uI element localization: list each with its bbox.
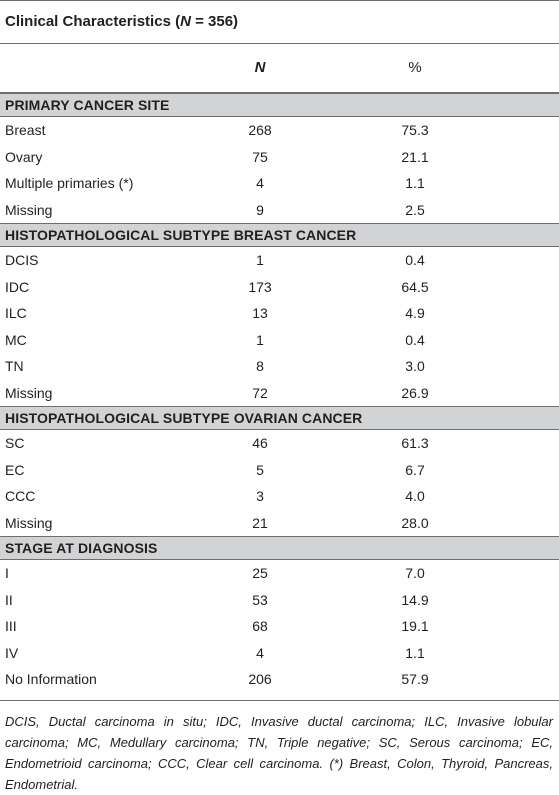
row-label: CCC: [5, 488, 36, 504]
title-suffix: = 356): [190, 13, 239, 30]
row-label: II: [5, 591, 13, 608]
table-row: IDC 173 64.5: [0, 274, 559, 301]
row-label: Ovary: [5, 148, 43, 165]
row-percent-value: 3.0: [405, 358, 425, 374]
column-header-percent: %: [408, 59, 422, 76]
row-n-value: 5: [256, 461, 264, 478]
row-label: No Information: [5, 671, 97, 687]
section-heading: HISTOPATHOLOGICAL SUBTYPE BREAST CANCER: [5, 227, 357, 243]
row-n-value: 53: [252, 591, 268, 608]
row-n-value: 72: [252, 384, 268, 401]
row-percent-value: 0.4: [405, 331, 425, 348]
row-percent-value: 21.1: [401, 148, 429, 165]
row-n-value: 3: [256, 488, 264, 504]
table-row: I 25 7.0: [0, 560, 559, 587]
row-percent-value: 4.9: [405, 305, 425, 321]
row-n-value: 1: [256, 252, 264, 268]
table-row: TN 8 3.0: [0, 353, 559, 380]
table-row: Multiple primaries (*) 4 1.1: [0, 170, 559, 197]
table-row: ILC 13 4.9: [0, 300, 559, 327]
table-title-row: Clinical Characteristics (N = 356): [0, 0, 559, 44]
table-row: SC 46 61.3: [0, 430, 559, 457]
section-heading-row: STAGE AT DIAGNOSIS: [0, 536, 559, 560]
table-row: DCIS 1 0.4: [0, 247, 559, 274]
table-row: Ovary 75 21.1: [0, 144, 559, 171]
section-heading-row: HISTOPATHOLOGICAL SUBTYPE BREAST CANCER: [0, 223, 559, 247]
row-percent-value: 61.3: [401, 435, 429, 451]
table-row: Missing 9 2.5: [0, 197, 559, 224]
row-percent-value: 14.9: [401, 591, 429, 608]
row-label: IV: [5, 644, 19, 661]
section-heading-row: HISTOPATHOLOGICAL SUBTYPE OVARIAN CANCER: [0, 406, 559, 430]
column-header-row: N %: [0, 44, 559, 93]
row-label: TN: [5, 358, 24, 374]
row-n-value: 68: [252, 618, 268, 634]
table-bottom-rule: [0, 700, 559, 701]
row-label: IDC: [5, 278, 30, 295]
row-n-value: 206: [248, 671, 272, 687]
section-heading: HISTOPATHOLOGICAL SUBTYPE OVARIAN CANCER: [5, 410, 363, 426]
row-percent-value: 26.9: [401, 384, 429, 401]
row-percent-value: 64.5: [401, 278, 429, 295]
title-prefix: Clinical Characteristics (: [5, 13, 181, 30]
row-n-value: 13: [252, 305, 268, 321]
row-n-value: 25: [252, 565, 268, 581]
table-row: II 53 14.9: [0, 587, 559, 614]
row-percent-value: 75.3: [401, 122, 429, 138]
table-title: Clinical Characteristics (N = 356): [5, 13, 238, 30]
row-percent-value: 1.1: [405, 175, 425, 191]
row-label: Missing: [5, 201, 53, 218]
row-n-value: 268: [248, 122, 272, 138]
row-n-value: 21: [252, 514, 268, 531]
row-n-value: 75: [252, 148, 268, 165]
row-label: Breast: [5, 122, 46, 138]
row-percent-value: 1.1: [405, 644, 425, 661]
row-percent-value: 7.0: [405, 565, 425, 581]
row-n-value: 4: [256, 644, 264, 661]
row-percent-value: 57.9: [401, 671, 429, 687]
row-label: ILC: [5, 305, 27, 321]
row-label: Missing: [5, 384, 53, 401]
table-row: III 68 19.1: [0, 613, 559, 640]
title-n: N: [180, 13, 191, 30]
row-label: DCIS: [5, 252, 39, 268]
row-n-value: 46: [252, 435, 268, 451]
section-heading: PRIMARY CANCER SITE: [5, 97, 170, 113]
section-heading-row: PRIMARY CANCER SITE: [0, 93, 559, 117]
table-row: EC 5 6.7: [0, 457, 559, 484]
table-row: MC 1 0.4: [0, 327, 559, 354]
table-row: Missing 72 26.9: [0, 380, 559, 407]
row-percent-value: 0.4: [405, 252, 425, 268]
table-row: CCC 3 4.0: [0, 483, 559, 510]
row-label: EC: [5, 461, 25, 478]
table-row: No Information 206 57.9: [0, 666, 559, 693]
row-percent-value: 6.7: [405, 461, 425, 478]
section-heading: STAGE AT DIAGNOSIS: [5, 540, 158, 556]
row-label: Multiple primaries (*): [5, 175, 134, 191]
row-label: MC: [5, 331, 27, 348]
row-percent-value: 4.0: [405, 488, 425, 504]
row-label: I: [5, 565, 9, 581]
row-label: SC: [5, 435, 25, 451]
row-percent-value: 2.5: [405, 201, 425, 218]
row-n-value: 1: [256, 331, 264, 348]
row-label: Missing: [5, 514, 53, 531]
column-header-n: N: [254, 59, 266, 76]
row-n-value: 9: [256, 201, 264, 218]
row-label: III: [5, 618, 17, 634]
row-n-value: 4: [256, 175, 264, 191]
table-row: Breast 268 75.3: [0, 117, 559, 144]
row-percent-value: 19.1: [401, 618, 429, 634]
row-percent-value: 28.0: [401, 514, 429, 531]
row-n-value: 8: [256, 358, 264, 374]
table-footnote: DCIS, Ductal carcinoma in situ; IDC, Inv…: [5, 714, 553, 792]
table-row: IV 4 1.1: [0, 640, 559, 667]
table-row: Missing 21 28.0: [0, 510, 559, 537]
row-n-value: 173: [248, 278, 272, 295]
